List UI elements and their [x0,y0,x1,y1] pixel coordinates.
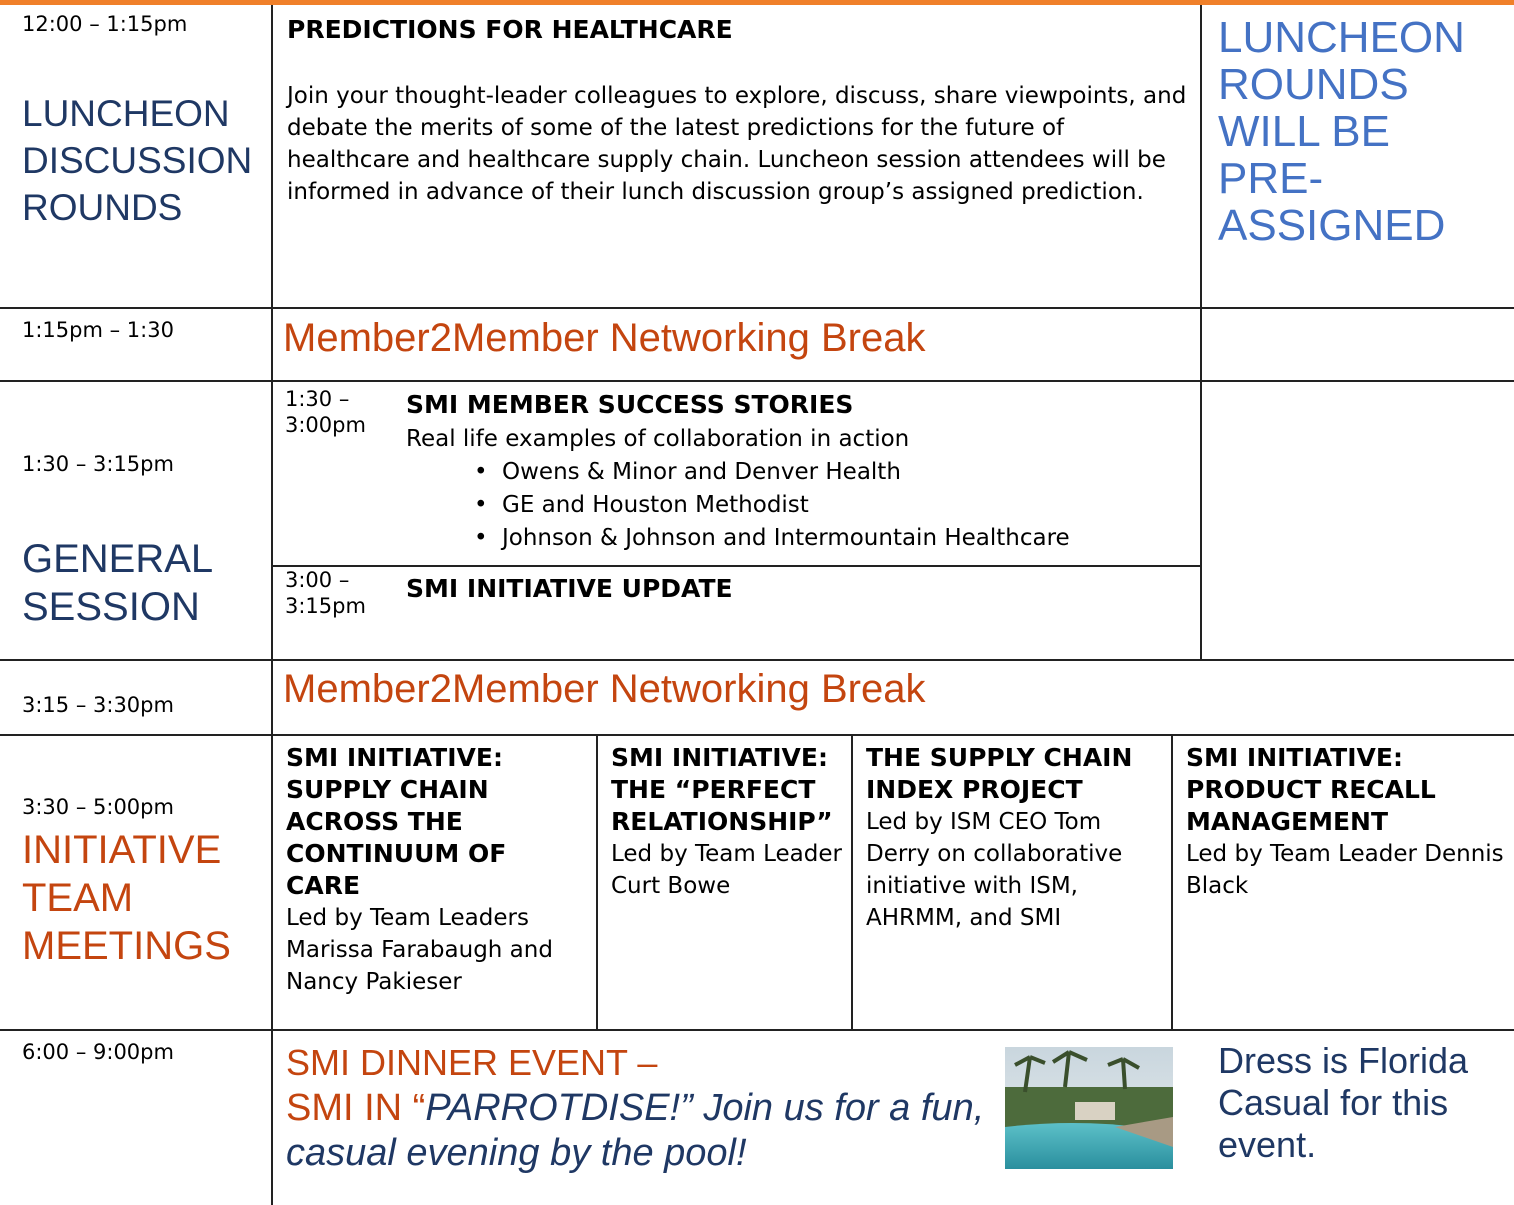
event-description: ” Join us for a fun, casual evening by t… [286,1087,985,1174]
event-highlight: PARROTDISE! [425,1087,681,1129]
divider [0,1029,1514,1031]
session-text: Join your thought-leader colleagues to e… [287,83,1187,205]
divider [272,565,1200,567]
divider [1200,5,1202,660]
session-label: INITIATIVE TEAM MEETINGS [22,828,231,968]
event-text: SMI IN “PARROTDISE!” Join us for a fun, … [286,1086,996,1176]
list-item: Owens & Minor and Denver Health [474,456,1070,489]
break-title: Member2Member Networking Break [283,667,926,711]
top-bar [0,0,1514,5]
list-item: GE and Houston Methodist [474,489,1070,522]
time: 1:30 – 3:15pm [22,452,174,476]
session-title: SMI INITIATIVE UPDATE [406,574,733,603]
speaker-list: Owens & Minor and Denver Health GE and H… [474,456,1070,555]
time: 1:30 – 3:00pm [285,387,366,437]
time: 3:00 – 3:15pm [285,568,366,618]
team-title: SMI INITIATIVE: SUPPLY CHAIN ACROSS THE … [286,743,507,900]
list-item: Johnson & Johnson and Intermountain Heal… [474,522,1070,555]
time: 3:15 – 3:30pm [22,693,174,717]
team: SMI INITIATIVE: PRODUCT RECALL MANAGEMEN… [1186,742,1506,902]
team: SMI INITIATIVE: THE “PERFECT RELATIONSHI… [611,742,846,902]
team-title: SMI INITIATIVE: THE “PERFECT RELATIONSHI… [611,743,833,836]
pool-photo [1005,1047,1173,1169]
team-title: THE SUPPLY CHAIN INDEX PROJECT [866,743,1133,804]
divider [0,380,1514,382]
team: SMI INITIATIVE: SUPPLY CHAIN ACROSS THE … [286,742,586,998]
note: Dress is Florida Casual for this event. [1218,1040,1469,1165]
event-title: SMI DINNER EVENT – [286,1042,658,1083]
session-subtitle: Real life examples of collaboration in a… [406,426,910,452]
session-title: SMI MEMBER SUCCESS STORIES [406,390,854,419]
time: 1:15pm – 1:30 [22,318,174,342]
team: THE SUPPLY CHAIN INDEX PROJECT Led by IS… [866,742,1161,934]
session-title: PREDICTIONS FOR HEALTHCARE [287,15,733,44]
divider [0,734,1514,736]
session-label: GENERAL SESSION [22,537,212,629]
team-text: Led by ISM CEO Tom Derry on collaborativ… [866,809,1123,931]
divider [0,307,1514,309]
session-label: LUNCHEON DISCUSSION ROUNDS [22,93,253,228]
event-prefix: SMI IN “ [286,1087,426,1129]
divider [1171,735,1173,1030]
team-text: Led by Team Leader Curt Bowe [611,841,842,899]
team-text: Led by Team Leader Dennis Black [1186,841,1504,899]
divider [271,5,273,1205]
break-title: Member2Member Networking Break [283,316,926,360]
time: 12:00 – 1:15pm [22,12,188,36]
time: 3:30 – 5:00pm [22,795,174,819]
team-text: Led by Team Leaders Marissa Farabaugh an… [286,905,553,995]
divider [851,735,853,1030]
divider [0,659,1514,661]
divider [596,735,598,1030]
time: 6:00 – 9:00pm [22,1040,174,1064]
team-title: SMI INITIATIVE: PRODUCT RECALL MANAGEMEN… [1186,743,1436,836]
note: LUNCHEON ROUNDS WILL BE PRE-ASSIGNED [1218,13,1465,250]
